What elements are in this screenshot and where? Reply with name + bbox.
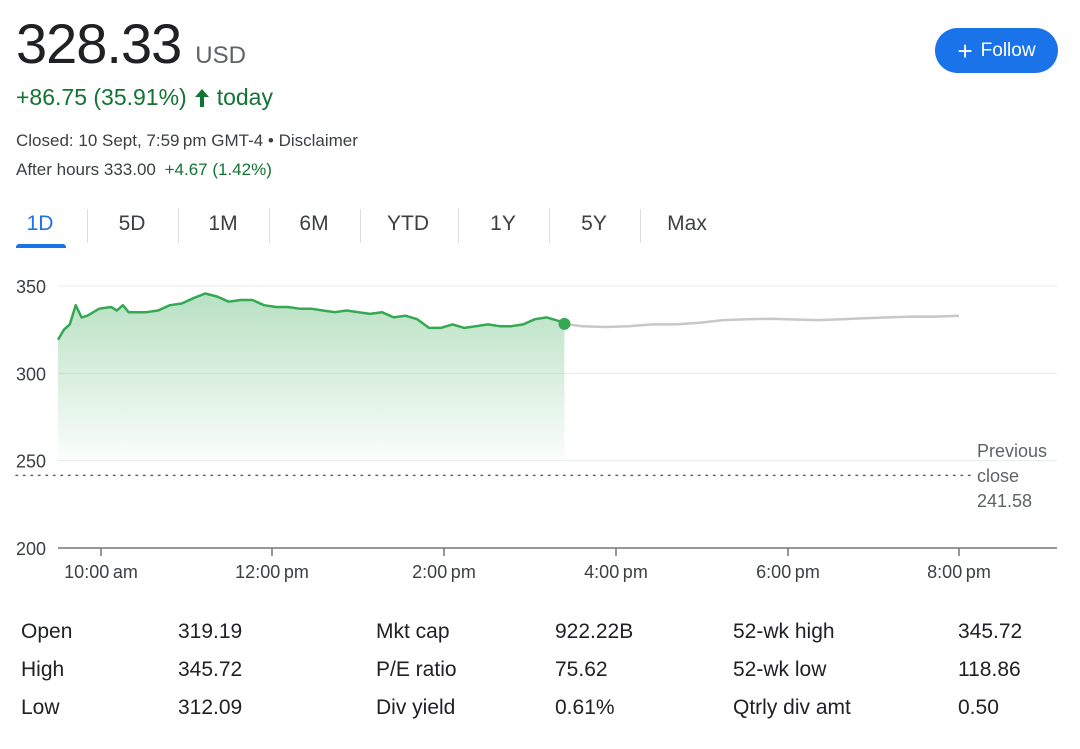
price-area-fill xyxy=(58,293,565,460)
change-value: +86.75 (35.91%) xyxy=(16,84,187,110)
y-tick-label: 350 xyxy=(16,277,46,297)
x-tick-label: 4:00 pm xyxy=(584,562,648,582)
stat-value-52wk-high: 345.72 xyxy=(958,620,1023,643)
stat-value-high: 345.72 xyxy=(178,658,243,681)
tab-1m[interactable]: 1M xyxy=(208,212,238,235)
stat-value-mkt-cap: 922.22B xyxy=(555,620,634,643)
stat-label-pe-ratio: P/E ratio xyxy=(376,658,457,681)
stat-value-qtrly-div: 0.50 xyxy=(958,696,999,719)
previous-close-label: close xyxy=(977,466,1019,486)
after-hours-change: +4.67 (1.42%) xyxy=(164,160,272,179)
tab-divider xyxy=(360,209,361,243)
stat-label-high: High xyxy=(21,658,65,681)
follow-button[interactable]: + Follow xyxy=(935,28,1058,73)
arrow-up-icon xyxy=(194,88,209,107)
x-tick-label: 8:00 pm xyxy=(927,562,991,582)
previous-close-label: 241.58 xyxy=(977,491,1032,511)
tab-1d[interactable]: 1D xyxy=(0,200,80,248)
range-tabs: 1D 5D 1M 6M YTD 1Y 5Y Max xyxy=(0,200,1080,248)
x-tick-label: 2:00 pm xyxy=(412,562,476,582)
stat-label-mkt-cap: Mkt cap xyxy=(376,620,450,643)
tab-ytd[interactable]: YTD xyxy=(387,212,429,235)
previous-close-label: Previous xyxy=(977,441,1047,461)
y-tick-label: 200 xyxy=(16,539,46,559)
after-hours: After hours 333.00 +4.67 (1.42%) xyxy=(16,160,272,180)
close-point-marker xyxy=(558,317,571,330)
price-change: +86.75 (35.91%) today xyxy=(16,84,273,111)
tab-divider xyxy=(269,209,270,243)
tab-divider xyxy=(458,209,459,243)
stat-label-52wk-high: 52-wk high xyxy=(733,620,835,643)
market-status: Closed: 10 Sept, 7:59 pm GMT-4 • Disclai… xyxy=(16,131,358,150)
currency-label: USD xyxy=(195,42,246,69)
stat-label-div-yield: Div yield xyxy=(376,696,456,719)
price-header: 328.33 USD xyxy=(16,12,246,76)
tab-divider xyxy=(178,209,179,243)
tab-divider xyxy=(640,209,641,243)
price-line xyxy=(56,292,565,341)
stat-label-qtrly-div: Qtrly div amt xyxy=(733,696,851,719)
after-hours-line xyxy=(564,314,960,329)
tab-divider xyxy=(87,209,88,243)
tab-5y[interactable]: 5Y xyxy=(581,212,607,235)
stat-value-open: 319.19 xyxy=(178,620,243,643)
y-tick-label: 250 xyxy=(16,452,46,472)
y-tick-label: 300 xyxy=(16,364,46,384)
tab-1y[interactable]: 1Y xyxy=(490,212,516,235)
stat-label-open: Open xyxy=(21,620,73,643)
stat-label-low: Low xyxy=(21,696,60,719)
tab-5d[interactable]: 5D xyxy=(118,212,146,235)
after-hours-price: After hours 333.00 xyxy=(16,160,156,179)
stat-value-pe-ratio: 75.62 xyxy=(555,658,608,681)
x-tick-label: 10:00 am xyxy=(64,562,138,582)
stat-value-52wk-low: 118.86 xyxy=(958,658,1021,681)
current-price: 328.33 xyxy=(16,12,182,75)
price-chart[interactable]: 350 300 250 200 10:00 am 12:00 pm 2:00 pm 4:00 … xyxy=(0,262,1080,592)
stat-value-low: 312.09 xyxy=(178,696,243,719)
stat-label-52wk-low: 52-wk low xyxy=(733,658,827,681)
follow-button-label: Follow xyxy=(980,39,1036,61)
tab-max[interactable]: Max xyxy=(667,212,707,235)
x-tick-label: 12:00 pm xyxy=(235,562,309,582)
tab-6m[interactable]: 6M xyxy=(299,212,329,235)
x-tick-label: 6:00 pm xyxy=(756,562,820,582)
tab-divider xyxy=(549,209,550,243)
change-period: today xyxy=(216,84,273,110)
stat-value-div-yield: 0.61% xyxy=(555,696,615,719)
plus-icon: + xyxy=(957,35,973,66)
